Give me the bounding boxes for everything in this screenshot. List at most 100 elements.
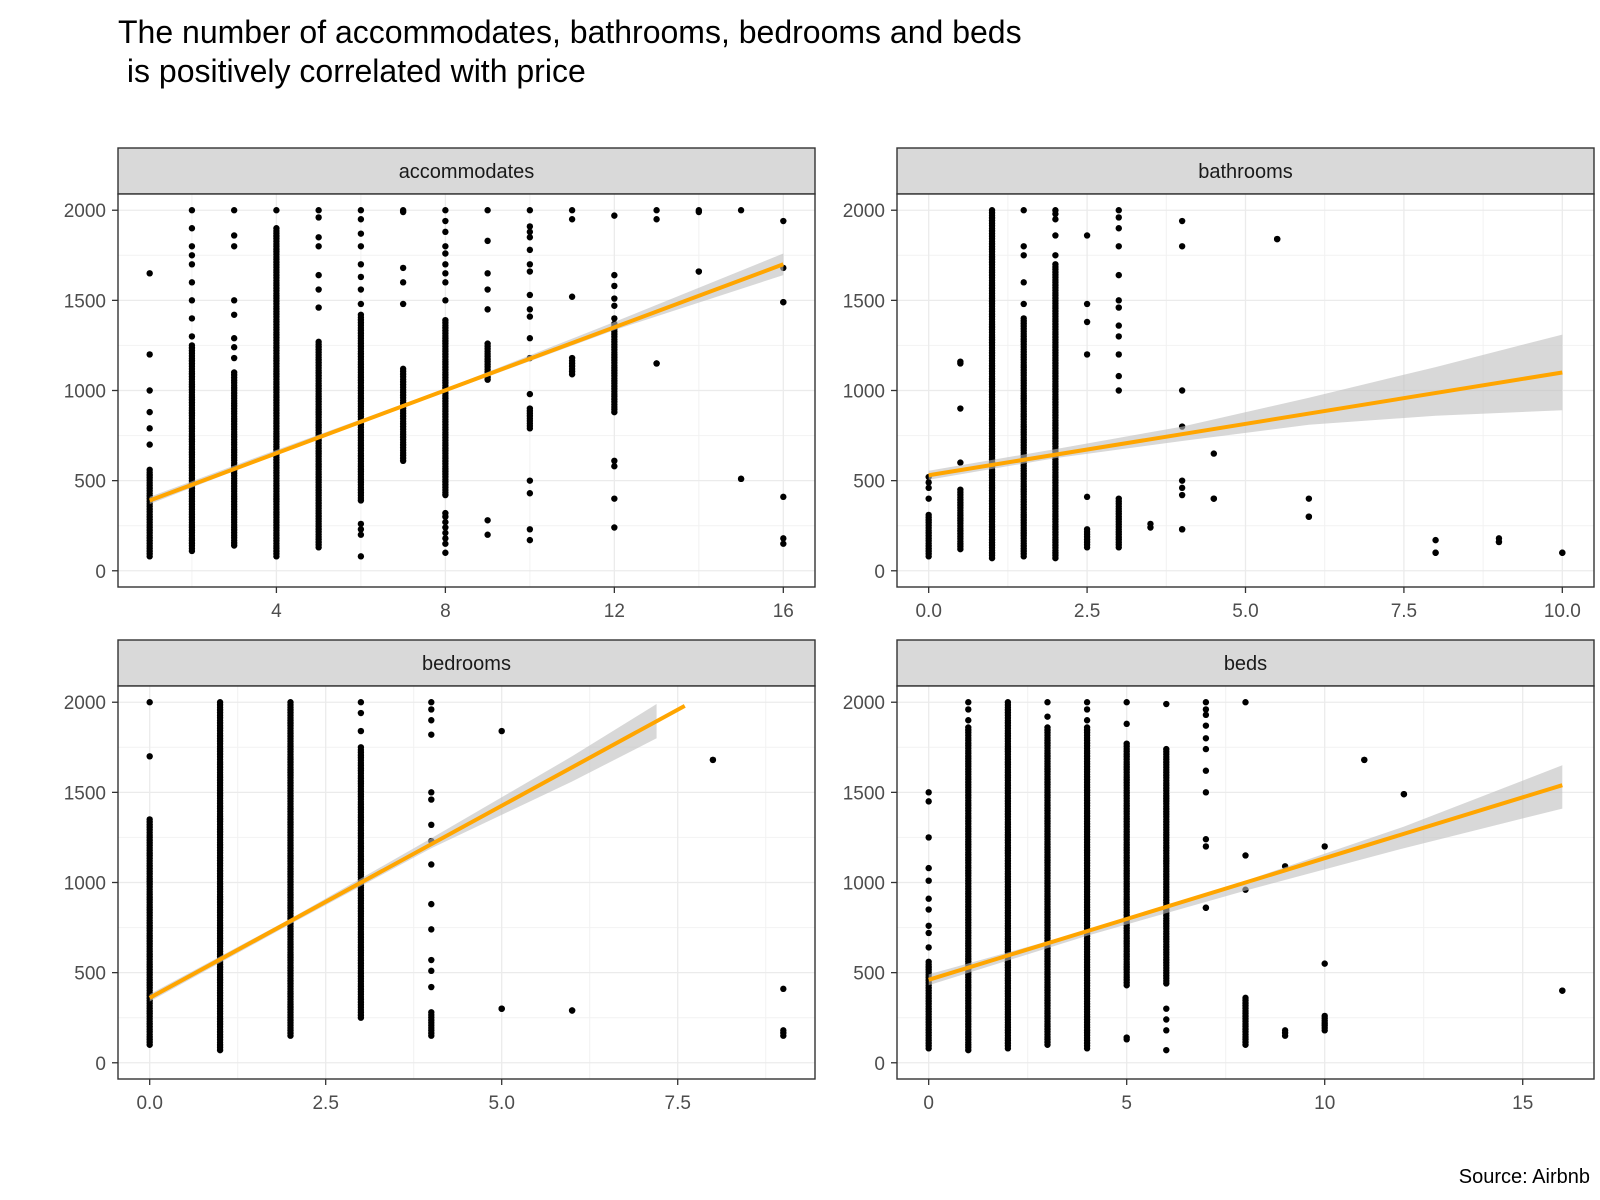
data-point [1202, 699, 1210, 706]
data-point [526, 228, 534, 236]
data-point [1020, 315, 1027, 322]
y-tick-label: 0 [95, 1054, 106, 1075]
data-point [1044, 699, 1051, 706]
data-point [399, 207, 407, 214]
data-point [188, 252, 196, 259]
data-point [1044, 724, 1051, 731]
panel-bathrooms: bathrooms 0 500 1000 1500 2000 0.0 2.5 5.0 7.5 10.… [843, 147, 1595, 622]
data-point [273, 225, 280, 232]
facet-strip-label: bedrooms [422, 653, 511, 675]
data-point [315, 243, 322, 250]
data-point [526, 405, 534, 412]
data-point [442, 228, 449, 236]
data-point [287, 699, 294, 706]
data-point [230, 335, 238, 342]
data-point [1495, 535, 1503, 542]
data-point [357, 520, 365, 528]
data-point [442, 549, 449, 556]
x-tick-label: 7.5 [665, 1093, 691, 1114]
data-point [1115, 333, 1122, 340]
facet-strip-label: beds [1224, 653, 1267, 675]
chart-title-line-2: is positively correlated with price [118, 53, 586, 89]
data-point [1281, 1027, 1289, 1034]
data-point [442, 279, 449, 286]
data-point [1163, 1046, 1170, 1054]
data-point [925, 958, 932, 966]
data-point [357, 699, 365, 706]
data-point [1115, 271, 1122, 279]
data-point [428, 983, 435, 991]
y-tick-label: 2000 [843, 201, 885, 222]
data-point [1202, 789, 1210, 796]
data-point [428, 699, 435, 706]
facet-strip [896, 639, 1595, 687]
data-point [925, 877, 932, 884]
x-tick-label: 5 [1121, 1093, 1132, 1114]
data-point [357, 273, 365, 281]
data-point [442, 529, 449, 537]
data-point [1083, 351, 1091, 358]
data-point [1083, 232, 1091, 239]
data-point [925, 906, 932, 913]
data-point [428, 926, 435, 933]
data-point [484, 237, 491, 245]
data-point [925, 929, 932, 937]
data-point [188, 315, 196, 322]
data-point [1202, 767, 1210, 774]
data-point [357, 300, 365, 308]
regression-line [148, 262, 785, 503]
data-point [428, 789, 435, 796]
data-point [315, 286, 322, 293]
data-point [1559, 549, 1566, 556]
scatter-points [146, 699, 787, 1054]
data-point [526, 490, 534, 497]
x-tick-label: 12 [604, 601, 625, 622]
data-point [442, 261, 449, 268]
data-point [357, 207, 365, 214]
data-point [526, 306, 534, 313]
data-point [695, 207, 703, 214]
data-point [428, 731, 435, 738]
data-point [1432, 549, 1439, 556]
data-point [568, 293, 576, 300]
data-point [925, 834, 932, 841]
data-point [399, 264, 407, 272]
data-point [357, 216, 365, 223]
data-point [1020, 279, 1027, 286]
scatter-points [146, 207, 787, 560]
data-point [780, 535, 787, 542]
data-point [357, 744, 365, 751]
data-point [709, 756, 717, 764]
data-point [1242, 994, 1249, 1002]
scatter-points [925, 699, 1566, 1054]
data-point [399, 365, 407, 373]
data-point [428, 706, 435, 713]
data-point [965, 699, 972, 706]
data-point [188, 243, 196, 250]
data-point [484, 517, 491, 524]
data-point [1115, 207, 1122, 214]
data-point [1052, 261, 1059, 268]
data-point [1273, 235, 1281, 243]
y-tick-label: 1000 [843, 382, 885, 403]
data-point [1052, 252, 1059, 259]
data-point [988, 207, 996, 214]
data-point [1083, 706, 1091, 713]
data-point [925, 864, 932, 872]
data-point [428, 861, 435, 868]
y-tick-label: 1000 [843, 874, 885, 895]
data-point [526, 313, 534, 320]
y-tick-label: 0 [95, 562, 106, 583]
data-point [965, 717, 972, 724]
data-point [484, 207, 491, 214]
data-point [442, 270, 449, 277]
data-point [1210, 450, 1218, 457]
data-point [1242, 852, 1249, 859]
data-point [484, 270, 491, 277]
data-point [925, 484, 932, 492]
x-tick-label: 16 [773, 601, 794, 622]
data-point [188, 261, 196, 268]
data-point [442, 217, 449, 225]
x-tick-label: 10.0 [1544, 601, 1581, 622]
data-point [357, 243, 365, 250]
